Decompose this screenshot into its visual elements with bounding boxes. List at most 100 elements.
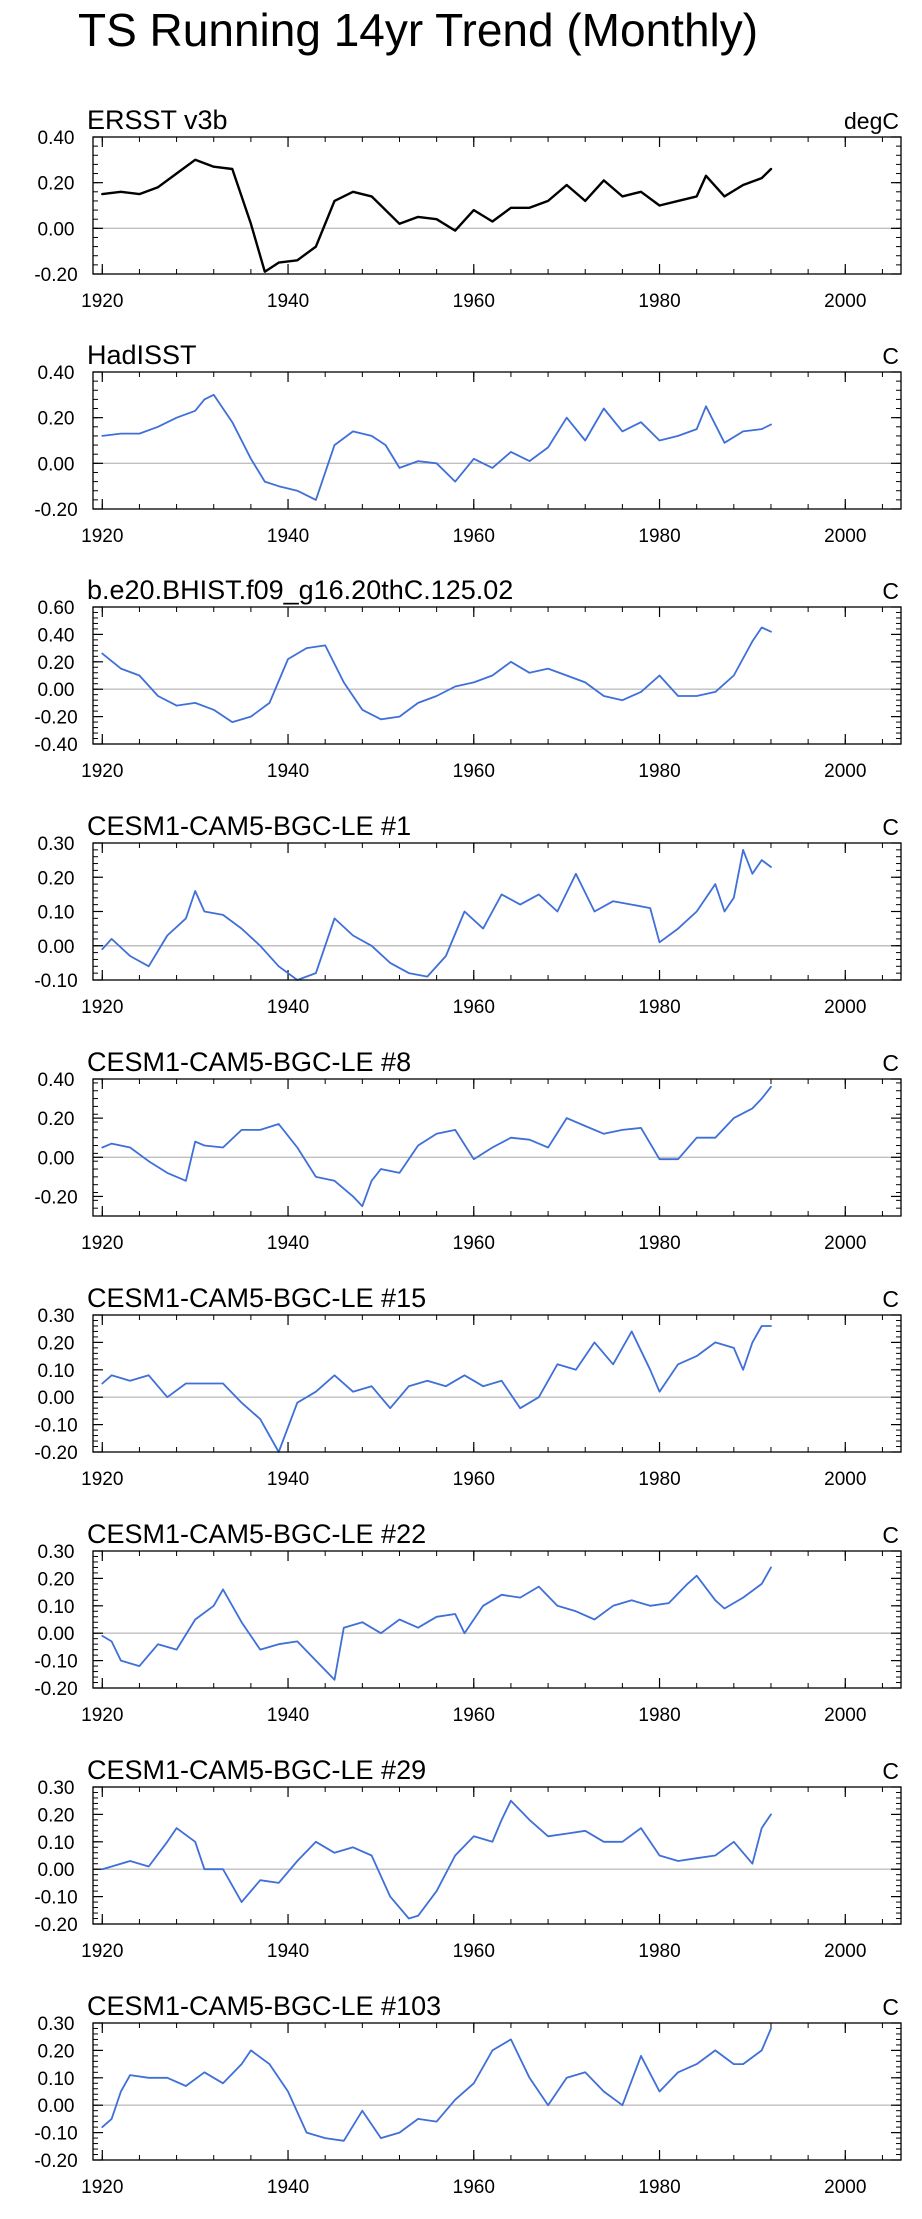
y-tick-label: -0.40	[34, 735, 77, 756]
x-tick-label: 1940	[267, 2177, 309, 2198]
y-tick-label: 0.10	[38, 1833, 75, 1854]
x-tick-label: 2000	[824, 1233, 866, 1254]
y-tick-label: -0.20	[34, 1187, 77, 1208]
x-tick-label: 1940	[267, 761, 309, 782]
x-tick-label: 2000	[824, 1941, 866, 1962]
plot-frame	[92, 2022, 902, 2161]
chart-title: HadISST	[87, 340, 197, 370]
y-tick-label: 0.20	[38, 2041, 75, 2062]
unit-label: degC	[844, 108, 899, 134]
chart-title: CESM1-CAM5-BGC-LE #103	[87, 1991, 441, 2021]
y-tick-label: 0.40	[38, 128, 75, 149]
unit-label: C	[882, 1050, 899, 1076]
x-tick-label: 1940	[267, 1705, 309, 1726]
y-tick-label: 0.40	[38, 363, 75, 384]
x-tick-label: 1980	[638, 2177, 680, 2198]
y-tick-label: 0.00	[38, 454, 75, 475]
chart-panel-4: CESM1-CAM5-BGC-LE #1 C -0.10 0.00 0.10 0.20 0.…	[34, 811, 902, 1018]
series-line	[101, 158, 773, 273]
x-tick-label: 1960	[453, 761, 495, 782]
y-tick-label: -0.10	[34, 1416, 77, 1437]
x-tick-label: 1940	[267, 997, 309, 1018]
x-tick-label: 1920	[81, 1941, 123, 1962]
plot-frame	[92, 606, 902, 745]
x-tick-label: 1980	[638, 1705, 680, 1726]
x-tick-label: 1920	[81, 526, 123, 547]
chart-panel-6: CESM1-CAM5-BGC-LE #15 C -0.20 -0.10 0.00 0.10…	[34, 1283, 902, 1490]
y-tick-label: 0.20	[38, 653, 75, 674]
y-tick-label: 0.20	[38, 1333, 75, 1354]
unit-label: C	[882, 1522, 899, 1548]
series-line	[101, 2027, 772, 2142]
y-tick-label: 0.20	[38, 1805, 75, 1826]
y-tick-label: -0.20	[34, 1443, 77, 1464]
y-tick-label: -0.20	[34, 265, 77, 286]
x-tick-label: 1920	[81, 291, 123, 312]
x-tick-label: 1980	[638, 1233, 680, 1254]
x-tick-label: 1960	[453, 997, 495, 1018]
y-tick-label: 0.00	[38, 219, 75, 240]
y-tick-label: 0.10	[38, 903, 75, 924]
plot-frame	[92, 842, 902, 981]
chart-title: CESM1-CAM5-BGC-LE #1	[87, 811, 411, 841]
y-tick-label: 0.60	[38, 598, 75, 619]
y-tick-label: -0.10	[34, 1888, 77, 1909]
chart-panel-8: CESM1-CAM5-BGC-LE #29 C -0.20 -0.10 0.00 0.10…	[34, 1755, 902, 1962]
y-tick-label: 0.00	[38, 1860, 75, 1881]
unit-label: C	[882, 343, 899, 369]
y-tick-label: 0.30	[38, 2014, 75, 2035]
y-tick-label: 0.30	[38, 1542, 75, 1563]
x-tick-label: 2000	[824, 291, 866, 312]
plot-frame	[92, 1786, 902, 1925]
y-tick-label: 0.20	[38, 868, 75, 889]
y-tick-label: -0.10	[34, 2124, 77, 2145]
y-tick-label: 0.00	[38, 937, 75, 958]
y-tick-label: 0.00	[38, 1148, 75, 1169]
y-tick-label: -0.10	[34, 1652, 77, 1673]
x-tick-label: 1960	[453, 1705, 495, 1726]
y-tick-label: 0.20	[38, 1109, 75, 1130]
y-tick-label: 0.30	[38, 1306, 75, 1327]
y-tick-label: 0.30	[38, 834, 75, 855]
x-tick-label: 2000	[824, 1469, 866, 1490]
y-tick-label: -0.20	[34, 1679, 77, 1700]
x-tick-label: 1940	[267, 1233, 309, 1254]
x-tick-label: 2000	[824, 761, 866, 782]
x-tick-label: 1980	[638, 1469, 680, 1490]
y-tick-label: 0.40	[38, 1070, 75, 1091]
chart-title: CESM1-CAM5-BGC-LE #22	[87, 1519, 426, 1549]
x-tick-label: 1960	[453, 1941, 495, 1962]
y-tick-label: -0.20	[34, 500, 77, 521]
series-line	[101, 626, 772, 723]
x-tick-label: 1940	[267, 1941, 309, 1962]
x-tick-label: 1980	[638, 291, 680, 312]
chart-panel-5: CESM1-CAM5-BGC-LE #8 C -0.20 0.00 0.20 0.40 19…	[34, 1047, 902, 1254]
chart-panel-1: ERSST v3b degC -0.20 0.00 0.20 0.40 1920 1940 19…	[34, 105, 902, 312]
x-tick-label: 2000	[824, 1705, 866, 1726]
unit-label: C	[882, 1994, 899, 2020]
chart-panel-9: CESM1-CAM5-BGC-LE #103 C -0.20 -0.10 0.00 0.1…	[34, 1991, 902, 2198]
y-tick-label: -0.20	[34, 708, 77, 729]
y-tick-label: -0.10	[34, 971, 77, 992]
x-tick-label: 1960	[453, 1469, 495, 1490]
x-tick-label: 1920	[81, 1233, 123, 1254]
y-tick-label: 0.10	[38, 2069, 75, 2090]
unit-label: C	[882, 1758, 899, 1784]
x-tick-label: 2000	[824, 2177, 866, 2198]
series-line	[101, 849, 772, 981]
x-tick-label: 1920	[81, 761, 123, 782]
chart-title: CESM1-CAM5-BGC-LE #15	[87, 1283, 426, 1313]
x-tick-label: 1920	[81, 1469, 123, 1490]
y-tick-label: -0.20	[34, 1915, 77, 1936]
chart-title: ERSST v3b	[87, 105, 228, 135]
y-tick-label: 0.10	[38, 1361, 75, 1382]
main-title: TS Running 14yr Trend (Monthly)	[78, 4, 759, 56]
y-tick-label: 0.20	[38, 174, 75, 195]
y-tick-label: 0.20	[38, 1569, 75, 1590]
x-tick-label: 1960	[453, 1233, 495, 1254]
x-tick-label: 1920	[81, 2177, 123, 2198]
chart-title: b.e20.BHIST.f09_g16.20thC.125.02	[87, 575, 513, 605]
x-tick-label: 1980	[638, 761, 680, 782]
x-tick-label: 2000	[824, 526, 866, 547]
